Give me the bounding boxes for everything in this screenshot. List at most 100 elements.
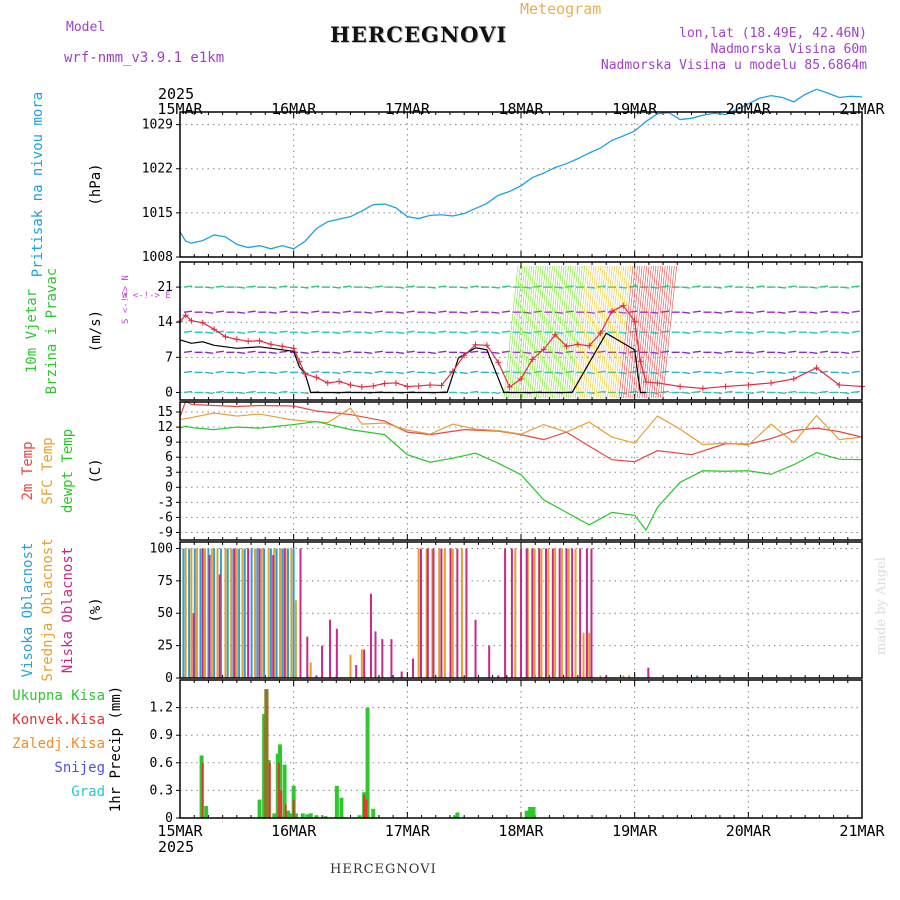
precip-bar <box>293 813 298 818</box>
wind-barb <box>491 371 500 375</box>
precip-bar-mixed <box>264 689 269 818</box>
wind-barb <box>756 285 765 288</box>
wind-barb <box>268 331 277 334</box>
gust-marker <box>472 341 479 348</box>
panel-pressure: 1008 1015 1022 1029 (hPa) Pritisak na nivou m… <box>30 88 863 277</box>
wind-barb <box>342 330 352 333</box>
wind-barb <box>205 371 214 375</box>
wind-barb <box>745 286 754 289</box>
wind-storm-arrow <box>655 265 671 399</box>
gust-marker <box>392 379 399 386</box>
wind-barb <box>565 370 574 374</box>
wind-barb <box>395 371 405 375</box>
wind-barb <box>809 331 818 334</box>
wind-barb <box>756 390 765 394</box>
y-tick-label: 12 <box>157 420 173 435</box>
wind-barb <box>713 311 723 314</box>
temp-line-dewpt-temp <box>179 420 863 532</box>
gust-marker <box>540 346 547 353</box>
model-label: Model <box>66 20 106 35</box>
wind-barb <box>215 310 224 313</box>
wind-barb <box>268 286 277 289</box>
y-tick-label: 0.9 <box>150 728 173 743</box>
x-bottom-label: 21MAR <box>839 822 885 840</box>
wind-barb <box>618 371 627 375</box>
panel-frame <box>179 261 863 401</box>
x-top-label: 18MAR <box>498 100 544 118</box>
wind-barb <box>682 391 691 395</box>
gust-marker <box>404 383 411 390</box>
wind-barb <box>279 285 288 288</box>
y-tick-label: 25 <box>157 639 173 654</box>
gust-marker <box>506 383 513 390</box>
wind-barb <box>650 311 659 314</box>
y-units-label: (%) <box>88 597 104 622</box>
wind-barb <box>364 311 373 314</box>
wind-barb <box>586 286 595 289</box>
wind-barb <box>342 350 352 354</box>
y-tick-label: 0.6 <box>150 756 173 771</box>
wind-storm-arrow <box>618 265 634 399</box>
wind-barb <box>745 331 754 334</box>
gust-marker <box>256 337 263 344</box>
gust-marker <box>608 308 615 315</box>
wind-storm-arrow <box>508 265 523 399</box>
wind-barb <box>459 331 468 334</box>
model-altitude-label: Nadmorska Visina u modelu 85.6864m <box>600 58 867 73</box>
wind-barb <box>819 285 829 288</box>
wind-barb <box>777 286 786 289</box>
gust-marker <box>768 379 775 386</box>
wind-barb <box>332 351 341 355</box>
precip-bar <box>199 755 204 818</box>
y-variable-label: SFC Temp <box>40 437 56 504</box>
y-tick-label: 75 <box>157 574 173 589</box>
wind-barb <box>565 330 574 333</box>
precip-bar <box>305 814 310 818</box>
wind-barb <box>809 286 818 289</box>
wind-barb <box>374 310 383 313</box>
wind-barb <box>618 331 627 334</box>
wind-compass-label: W <-!-> E <box>122 291 171 301</box>
y-variable-label: Srednja Oblacnost <box>40 538 56 681</box>
wind-barb <box>819 350 829 354</box>
wind-storm-arrow <box>625 265 641 399</box>
wind-barb <box>374 330 383 333</box>
gust-marker <box>324 379 331 386</box>
gust-marker <box>427 381 434 388</box>
y-tick-label: 0 <box>165 480 173 495</box>
wind-storm-arrow <box>584 265 599 399</box>
wind-barb <box>395 351 405 355</box>
wind-barb <box>332 311 341 314</box>
gust-marker <box>597 330 604 337</box>
wind-storm-arrow <box>657 265 673 399</box>
wind-speed-line <box>179 332 647 394</box>
wind-barb <box>279 390 288 394</box>
wind-barb <box>247 285 256 288</box>
wind-barb <box>724 330 733 333</box>
y-tick-label: 21 <box>157 280 173 295</box>
wind-barb <box>682 371 691 375</box>
wind-storm-arrow <box>591 265 606 399</box>
wind-storm-arrow <box>533 265 549 399</box>
wind-storm-arrow <box>607 265 622 399</box>
wind-barb <box>586 351 595 355</box>
y-tick-label: 1.2 <box>150 701 173 716</box>
gust-marker <box>552 331 559 338</box>
wind-barb <box>682 311 691 314</box>
gust-marker <box>347 381 354 388</box>
wind-barb <box>618 391 627 395</box>
x-bottom-label: 19MAR <box>612 822 658 840</box>
wind-barb <box>236 286 246 289</box>
wind-barb <box>565 285 574 288</box>
wind-barb <box>660 390 670 394</box>
wind-barb <box>851 350 860 354</box>
gust-marker <box>745 381 752 388</box>
wind-barb <box>236 391 246 395</box>
precip-bar <box>365 707 370 818</box>
wind-barb <box>777 391 786 395</box>
gust-marker <box>415 382 422 389</box>
wind-barb <box>756 350 765 354</box>
wind-storm-arrow <box>588 265 604 399</box>
x-bottom-label: 20MAR <box>726 822 772 840</box>
y-tick-label: 14 <box>157 315 173 330</box>
